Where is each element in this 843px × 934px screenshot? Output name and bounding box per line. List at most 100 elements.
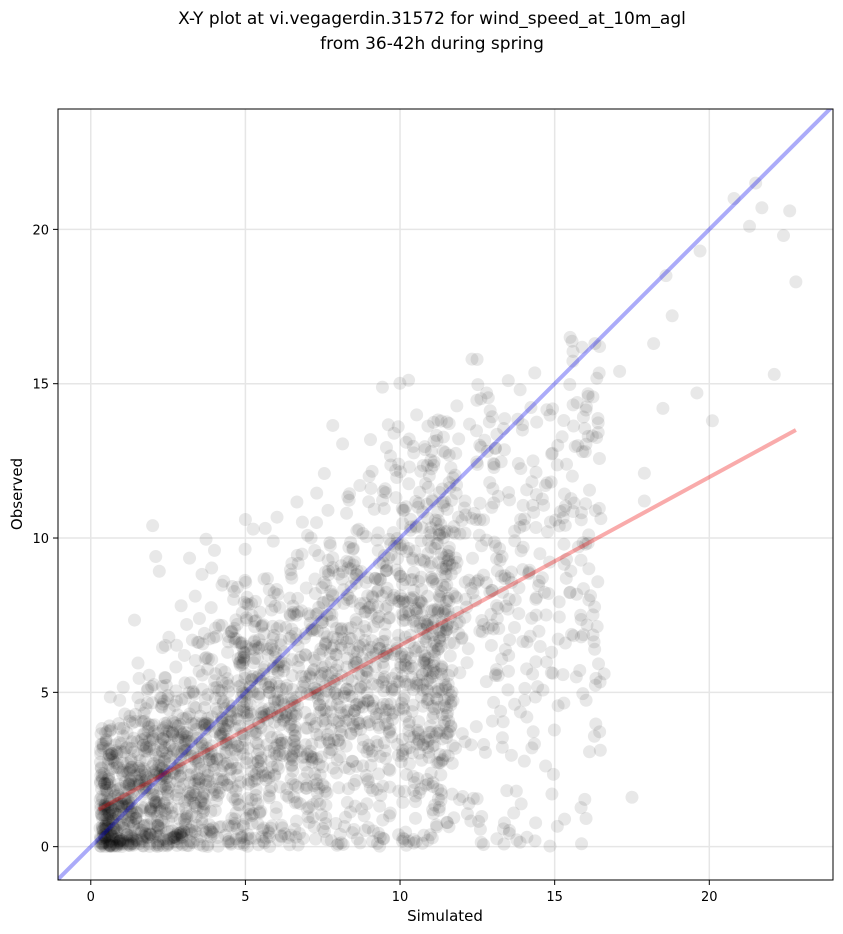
data-point [420,619,434,633]
data-point [185,820,199,834]
data-point [567,419,581,433]
data-point [333,737,347,751]
data-point [114,745,128,759]
data-point [515,423,529,437]
data-point [184,760,198,774]
data-point [382,809,396,823]
data-point [269,800,283,814]
data-point [322,735,336,749]
data-point [238,733,252,747]
data-point [316,596,330,610]
data-point [403,628,417,642]
data-point [424,444,438,458]
data-point [448,589,462,603]
data-point [100,777,114,791]
data-point [260,642,274,656]
data-point [347,572,361,586]
data-point [213,729,227,743]
data-point [578,445,592,459]
data-point [261,824,275,838]
data-point [181,785,195,799]
data-point [208,681,222,695]
data-point [440,548,454,562]
data-point [150,789,164,803]
data-point [95,766,109,780]
data-point [169,660,183,674]
data-point [403,730,417,744]
data-point [399,605,413,619]
data-point [201,764,215,778]
data-point [501,664,515,678]
data-point [545,447,559,461]
data-point [579,497,593,511]
data-point [167,762,181,776]
data-point [371,583,385,597]
data-point [382,551,396,565]
data-point [112,835,126,849]
data-point [404,573,418,587]
data-point [283,607,297,621]
data-point [406,439,420,453]
data-point [98,822,112,836]
data-point [251,755,265,769]
data-point [364,433,378,447]
data-point [131,747,145,761]
data-point [421,613,435,627]
data-point [410,606,424,620]
data-point [148,794,162,808]
data-point [307,663,321,677]
data-point [415,836,429,850]
data-point [266,631,280,645]
data-point [377,649,391,663]
data-point [156,732,170,746]
data-point [402,373,416,387]
data-point [135,788,149,802]
data-point [342,631,356,645]
data-point [96,837,110,851]
data-point [393,465,407,479]
data-point [361,773,375,787]
data-point [360,716,374,730]
data-point [434,768,448,782]
data-point [105,814,119,828]
data-point [384,458,398,472]
data-point [191,756,205,770]
data-point [462,797,476,811]
data-point [494,455,508,469]
x-tick-label: 0 [87,890,95,905]
data-point [186,796,200,810]
data-point [487,457,501,471]
data-point [101,807,115,821]
data-point [250,671,264,685]
data-point [178,691,192,705]
chart-title-line1: X-Y plot at vi.vegagerdin.31572 for wind… [178,9,686,29]
data-point [344,632,358,646]
data-point [124,778,138,792]
data-point [262,725,276,739]
data-point [244,642,258,656]
data-point [431,513,445,527]
data-point [435,707,449,721]
data-point [448,468,462,482]
data-point [414,464,428,478]
data-point [305,622,319,636]
data-point [153,767,167,781]
data-point [286,722,300,736]
data-point [444,610,458,624]
data-point [432,623,446,637]
data-point [277,691,291,705]
data-point [429,685,443,699]
data-point [446,587,460,601]
data-point [302,669,316,683]
data-point [224,709,238,723]
data-point [96,739,110,753]
data-point [483,404,497,418]
data-point [557,696,571,710]
data-point [414,782,428,796]
data-point [276,749,290,763]
data-point [498,569,512,583]
data-point [277,660,291,674]
data-point [382,762,396,776]
data-point [194,830,208,844]
data-point [436,752,450,766]
